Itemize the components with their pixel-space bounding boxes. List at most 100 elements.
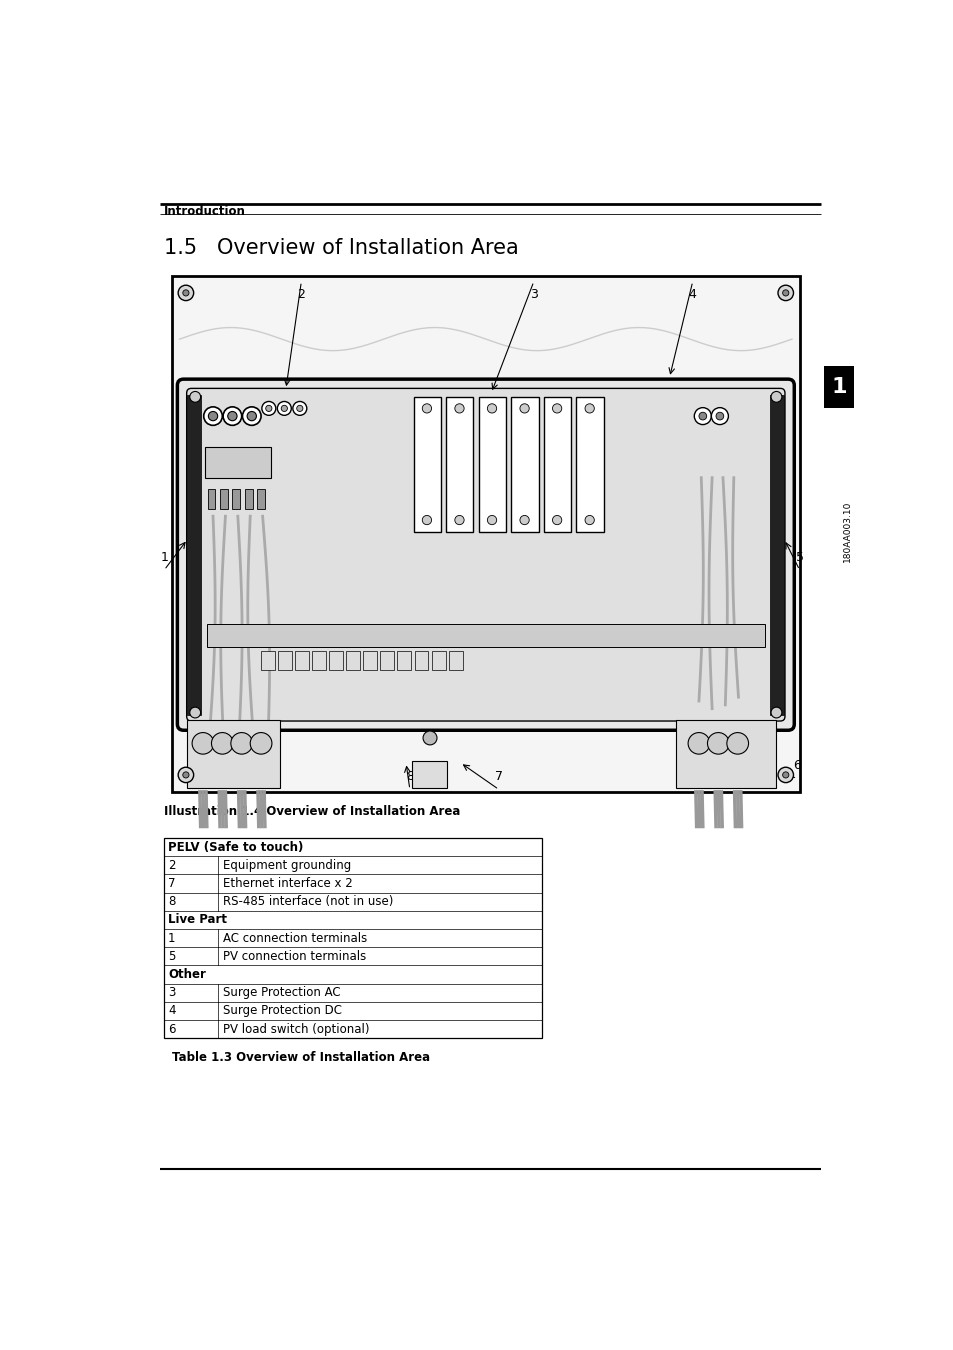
Circle shape <box>223 406 241 425</box>
Circle shape <box>584 516 594 525</box>
Text: Illustration 1.4 Overview of Installation Area: Illustration 1.4 Overview of Installatio… <box>164 805 460 818</box>
Bar <box>187 394 201 716</box>
Text: 6: 6 <box>793 759 801 772</box>
Circle shape <box>711 408 728 424</box>
Circle shape <box>242 406 261 425</box>
Text: 8: 8 <box>168 895 175 909</box>
Circle shape <box>519 516 529 525</box>
Circle shape <box>261 401 275 416</box>
FancyBboxPatch shape <box>177 379 794 730</box>
Text: 3: 3 <box>529 288 537 301</box>
Text: 1.5   Overview of Installation Area: 1.5 Overview of Installation Area <box>164 238 518 258</box>
Circle shape <box>266 405 272 412</box>
Bar <box>415 651 428 670</box>
Text: Surge Protection AC: Surge Protection AC <box>223 987 340 999</box>
Bar <box>363 651 377 670</box>
Text: Other: Other <box>168 968 206 981</box>
Text: Surge Protection DC: Surge Protection DC <box>223 1004 342 1018</box>
Circle shape <box>455 404 464 413</box>
Bar <box>412 761 447 788</box>
Text: PV connection terminals: PV connection terminals <box>223 950 366 963</box>
Circle shape <box>487 516 497 525</box>
Bar <box>511 397 537 532</box>
Bar <box>172 275 799 792</box>
FancyBboxPatch shape <box>187 389 784 721</box>
Text: 5: 5 <box>168 950 175 963</box>
Bar <box>208 489 215 509</box>
Bar <box>380 651 394 670</box>
Text: 4: 4 <box>688 288 696 301</box>
Bar <box>312 651 326 670</box>
Circle shape <box>204 406 222 425</box>
Text: Equipment grounding: Equipment grounding <box>223 859 351 872</box>
Bar <box>675 721 776 788</box>
Text: Table 1.3 Overview of Installation Area: Table 1.3 Overview of Installation Area <box>172 1052 430 1064</box>
Circle shape <box>716 412 723 420</box>
Bar <box>205 447 271 478</box>
Circle shape <box>694 408 711 424</box>
Circle shape <box>183 772 189 778</box>
Circle shape <box>519 404 529 413</box>
Text: 2: 2 <box>297 288 305 301</box>
Circle shape <box>707 733 728 755</box>
Bar <box>576 397 603 532</box>
Bar <box>245 489 253 509</box>
Text: PELV (Safe to touch): PELV (Safe to touch) <box>168 841 303 853</box>
Circle shape <box>422 404 431 413</box>
Text: Ethernet interface x 2: Ethernet interface x 2 <box>223 878 353 890</box>
Text: 180AA003.10: 180AA003.10 <box>842 501 851 563</box>
Bar <box>823 366 853 409</box>
Text: RS-485 interface (not in use): RS-485 interface (not in use) <box>223 895 393 909</box>
Circle shape <box>422 516 431 525</box>
Bar <box>220 489 228 509</box>
Circle shape <box>422 732 436 745</box>
Bar <box>769 394 783 716</box>
Bar <box>257 489 265 509</box>
Circle shape <box>726 733 748 755</box>
Circle shape <box>183 290 189 296</box>
Circle shape <box>228 412 236 421</box>
Circle shape <box>487 404 497 413</box>
Bar <box>187 721 280 788</box>
Bar <box>294 651 309 670</box>
Circle shape <box>178 285 193 301</box>
Circle shape <box>552 404 561 413</box>
Bar <box>446 397 473 532</box>
Bar <box>414 397 440 532</box>
Text: 1: 1 <box>831 377 846 397</box>
Circle shape <box>455 516 464 525</box>
Text: Live Part: Live Part <box>168 914 227 926</box>
Circle shape <box>770 707 781 718</box>
Text: 7: 7 <box>168 878 175 890</box>
Circle shape <box>178 767 193 783</box>
Circle shape <box>687 733 709 755</box>
Circle shape <box>781 772 788 778</box>
Text: AC connection terminals: AC connection terminals <box>223 931 367 945</box>
Text: 4: 4 <box>168 1004 175 1018</box>
Circle shape <box>250 733 272 755</box>
Text: 5: 5 <box>795 551 802 564</box>
Bar <box>261 651 274 670</box>
Circle shape <box>190 392 200 402</box>
Circle shape <box>296 405 303 412</box>
Circle shape <box>699 412 706 420</box>
Text: Introduction: Introduction <box>164 205 246 217</box>
Text: 3: 3 <box>168 987 175 999</box>
Circle shape <box>778 767 793 783</box>
Circle shape <box>778 285 793 301</box>
Circle shape <box>192 733 213 755</box>
Text: 6: 6 <box>168 1023 175 1035</box>
Bar <box>278 651 292 670</box>
Circle shape <box>277 401 291 416</box>
Text: 7: 7 <box>495 771 502 783</box>
Bar <box>431 651 445 670</box>
Bar <box>478 397 505 532</box>
Circle shape <box>208 412 217 421</box>
Bar <box>346 651 360 670</box>
Text: 1: 1 <box>168 931 175 945</box>
Circle shape <box>293 401 307 416</box>
Circle shape <box>552 516 561 525</box>
Circle shape <box>231 733 253 755</box>
Text: 2: 2 <box>168 859 175 872</box>
Text: 1: 1 <box>160 551 168 564</box>
